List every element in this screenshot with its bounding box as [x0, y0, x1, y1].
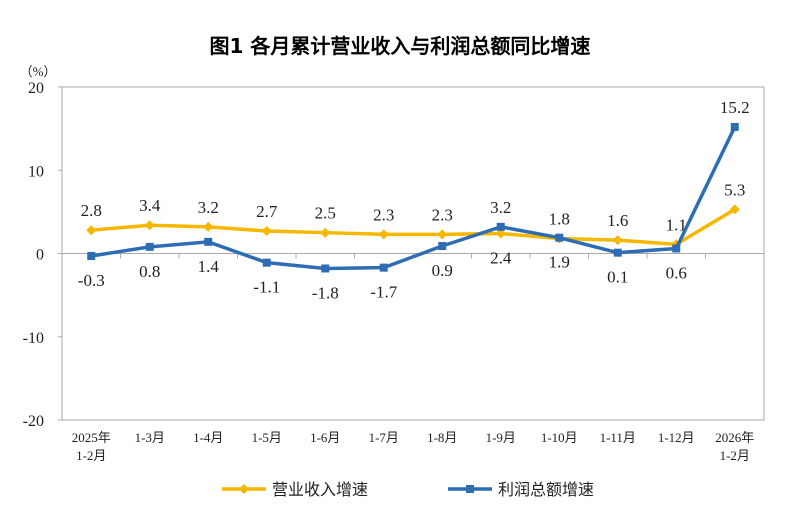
data-point — [262, 258, 271, 267]
x-tick-label: 1-2月 — [720, 448, 750, 463]
data-label: 1.8 — [549, 210, 570, 229]
x-tick-label: 1-10月 — [541, 430, 578, 445]
series-line-2 — [90, 126, 737, 271]
x-tick-label: 2025年 — [72, 430, 111, 445]
data-label: 3.4 — [139, 196, 161, 215]
data-point — [203, 221, 214, 232]
data-point — [438, 242, 447, 251]
x-tick-label: 1-4月 — [193, 430, 223, 445]
x-tick-label: 1-5月 — [252, 430, 282, 445]
data-point — [87, 251, 96, 260]
x-tick-label: 1-8月 — [427, 430, 457, 445]
data-label: 3.2 — [198, 198, 219, 217]
x-tick-label: 1-12月 — [658, 430, 695, 445]
data-point — [672, 244, 681, 253]
data-label: 15.2 — [720, 98, 750, 117]
data-point — [613, 248, 622, 257]
data-label: 2.7 — [256, 202, 278, 221]
y-tick-label: 0 — [36, 247, 44, 264]
data-label: -1.1 — [253, 278, 280, 297]
data-point — [145, 242, 154, 251]
data-label: -1.8 — [312, 283, 339, 302]
y-axis-label: （%） — [20, 64, 57, 79]
data-point — [378, 229, 389, 240]
x-tick-label: 1-6月 — [310, 430, 340, 445]
data-label: -0.3 — [78, 271, 105, 290]
data-label: 0.1 — [607, 268, 628, 287]
x-tick-label: 1-9月 — [486, 430, 516, 445]
data-point — [144, 220, 155, 231]
data-point — [495, 228, 506, 239]
y-tick-label: 20 — [28, 80, 44, 97]
legend-marker — [466, 485, 474, 493]
data-point — [555, 233, 564, 242]
x-tick-label: 1-3月 — [135, 430, 165, 445]
data-point — [437, 229, 448, 240]
data-point — [729, 204, 740, 215]
data-point — [321, 264, 330, 273]
data-point — [612, 235, 623, 246]
legend-label: 利润总额增速 — [498, 480, 594, 499]
data-label: 2.4 — [490, 249, 512, 268]
data-label: 0.6 — [666, 264, 687, 283]
x-tick-label: 2026年 — [715, 430, 754, 445]
data-point — [379, 263, 388, 272]
legend-label: 营业收入增速 — [272, 480, 368, 499]
data-label: 2.5 — [315, 204, 336, 223]
data-label: 5.3 — [724, 180, 745, 199]
data-label: 1.1 — [666, 215, 687, 234]
y-tick-label: 10 — [28, 163, 44, 180]
data-label: 1.9 — [549, 253, 570, 272]
legend-marker — [239, 484, 249, 494]
data-label: 0.8 — [139, 262, 160, 281]
data-point — [86, 225, 97, 236]
y-tick-label: -20 — [23, 413, 44, 430]
series-line-1 — [91, 207, 736, 247]
data-point — [730, 122, 739, 131]
data-label: 1.4 — [198, 257, 220, 276]
chart-title: 图1 各月累计营业收入与利润总额同比增速 — [209, 34, 591, 58]
x-tick-label: 1-7月 — [369, 430, 399, 445]
data-point — [496, 222, 505, 231]
x-tick-label: 1-11月 — [600, 430, 636, 445]
data-label: 3.2 — [490, 198, 511, 217]
data-label: 1.6 — [607, 211, 628, 230]
data-label: -1.7 — [370, 283, 397, 302]
data-label: 2.8 — [81, 201, 102, 220]
x-tick-label: 1-2月 — [76, 448, 106, 463]
data-label: 2.3 — [373, 205, 394, 224]
data-label: 2.3 — [432, 205, 453, 224]
data-point — [261, 226, 272, 237]
data-point — [320, 227, 331, 238]
data-point — [204, 237, 213, 246]
data-label: 0.9 — [432, 261, 453, 280]
y-tick-label: -10 — [23, 330, 44, 347]
